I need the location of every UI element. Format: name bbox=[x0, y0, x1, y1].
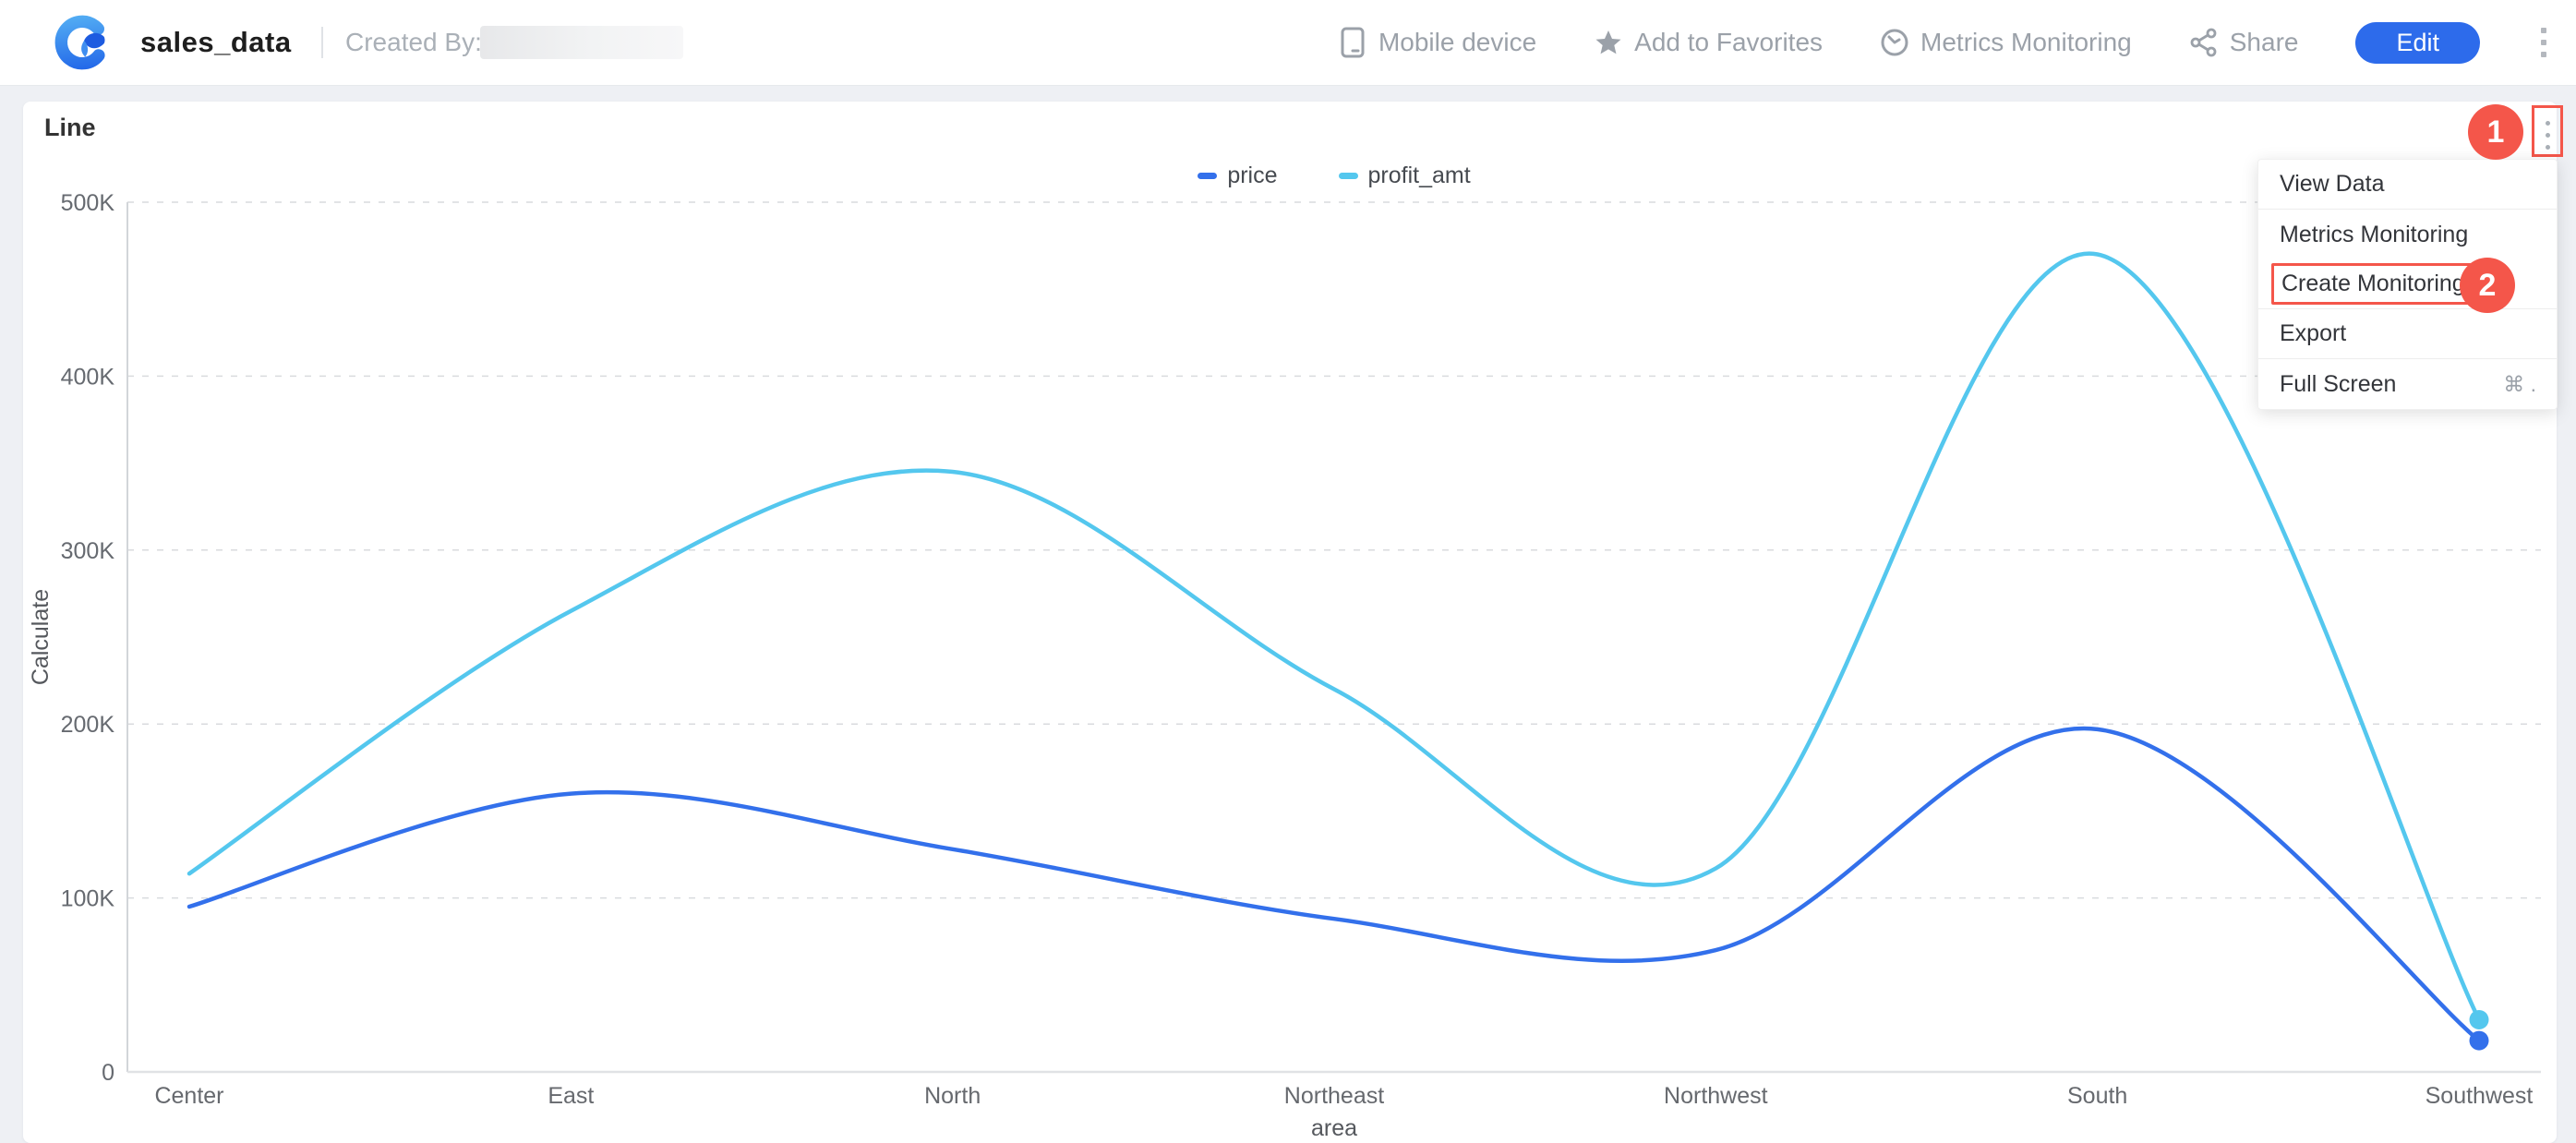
y-axis-title: Calculate bbox=[28, 589, 54, 685]
y-tick-label: 300K bbox=[61, 538, 115, 564]
edit-button[interactable]: Edit bbox=[2355, 21, 2480, 64]
menu-item-metrics-monitoring[interactable]: Metrics Monitoring bbox=[2258, 210, 2557, 259]
menu-item-label: Full Screen bbox=[2280, 370, 2397, 397]
header-action-label: Mobile device bbox=[1378, 28, 1537, 56]
header-action-label: Share bbox=[2229, 28, 2299, 56]
menu-item-full-screen[interactable]: Full Screen ⌘ . bbox=[2258, 359, 2557, 409]
series-line-price bbox=[187, 726, 2482, 1043]
legend-item-price[interactable]: price bbox=[1198, 162, 1278, 189]
x-tick-label: Southwest bbox=[2426, 1083, 2534, 1109]
created-by-redacted-value bbox=[480, 26, 683, 59]
menu-item-label: Export bbox=[2280, 320, 2347, 346]
header-action-label: Add to Favorites bbox=[1634, 28, 1824, 56]
app-logo-icon bbox=[54, 15, 110, 70]
annotation-step2-badge: 2 bbox=[2460, 258, 2515, 313]
gauge-icon bbox=[1880, 28, 1909, 57]
header-more-icon[interactable] bbox=[2537, 24, 2550, 61]
top-header: sales_data Created By: Mobile device Add … bbox=[0, 0, 2576, 86]
y-tick-label: 100K bbox=[61, 886, 115, 912]
menu-item-shortcut: ⌘ . bbox=[2503, 371, 2536, 396]
header-action-metrics-monitoring[interactable]: Metrics Monitoring bbox=[1880, 28, 2132, 57]
x-axis-title: area bbox=[1311, 1115, 1357, 1141]
menu-item-label: View Data bbox=[2280, 171, 2385, 197]
legend-label: profit_amt bbox=[1367, 162, 1471, 188]
header-action-label: Metrics Monitoring bbox=[1920, 28, 2132, 56]
y-tick-label: 400K bbox=[61, 364, 115, 390]
x-tick-label: Northwest bbox=[1664, 1083, 1768, 1109]
series-line-profit_amt bbox=[187, 251, 2482, 1022]
chart-legend: price profit_amt bbox=[127, 159, 2541, 192]
title-divider bbox=[321, 27, 323, 58]
chart-context-menu: View Data Metrics Monitoring Create Monito… bbox=[2257, 159, 2558, 410]
menu-item-label: Metrics Monitoring bbox=[2280, 221, 2469, 247]
legend-marker bbox=[1198, 172, 1218, 179]
created-by-label: Created By: bbox=[345, 28, 482, 56]
x-tick-label: Center bbox=[154, 1083, 223, 1109]
legend-marker bbox=[1338, 172, 1358, 179]
chart-more-icon[interactable] bbox=[2537, 113, 2558, 157]
menu-item-export[interactable]: Export bbox=[2258, 309, 2557, 359]
x-tick-label: North bbox=[924, 1083, 981, 1109]
header-action-share[interactable]: Share bbox=[2189, 28, 2299, 57]
x-tick-label: Northeast bbox=[1284, 1083, 1384, 1109]
series-endpoint-profit_amt bbox=[2469, 1009, 2489, 1029]
menu-item-view-data[interactable]: View Data bbox=[2258, 160, 2557, 210]
header-right-group: Mobile device Add to Favorites Metrics Mon… bbox=[1338, 0, 2550, 85]
y-tick-label: 500K bbox=[61, 190, 115, 216]
menu-item-label-highlighted: Create Monitoring bbox=[2271, 263, 2475, 305]
mobile-icon bbox=[1338, 27, 1367, 58]
star-icon bbox=[1594, 28, 1623, 57]
share-icon bbox=[2189, 28, 2219, 57]
header-action-add-to-favorites[interactable]: Add to Favorites bbox=[1594, 28, 1823, 57]
chart-title: Line bbox=[44, 114, 96, 141]
annotation-step1-badge: 1 bbox=[2468, 104, 2523, 160]
header-actions: Mobile device Add to Favorites Metrics Mon… bbox=[1338, 27, 2299, 58]
header-action-mobile-device[interactable]: Mobile device bbox=[1338, 27, 1537, 58]
legend-label: price bbox=[1227, 162, 1278, 188]
y-tick-label: 200K bbox=[61, 712, 115, 738]
y-tick-label: 0 bbox=[102, 1060, 114, 1086]
annotation-box-step1 bbox=[2532, 105, 2563, 157]
legend-item-profit_amt[interactable]: profit_amt bbox=[1338, 162, 1471, 189]
series-endpoint-price bbox=[2469, 1030, 2489, 1051]
menu-item-create-monitoring[interactable]: Create Monitoring bbox=[2258, 259, 2557, 309]
page-title: sales_data bbox=[140, 26, 292, 58]
x-tick-label: South bbox=[2067, 1083, 2127, 1109]
x-tick-label: East bbox=[548, 1083, 594, 1109]
